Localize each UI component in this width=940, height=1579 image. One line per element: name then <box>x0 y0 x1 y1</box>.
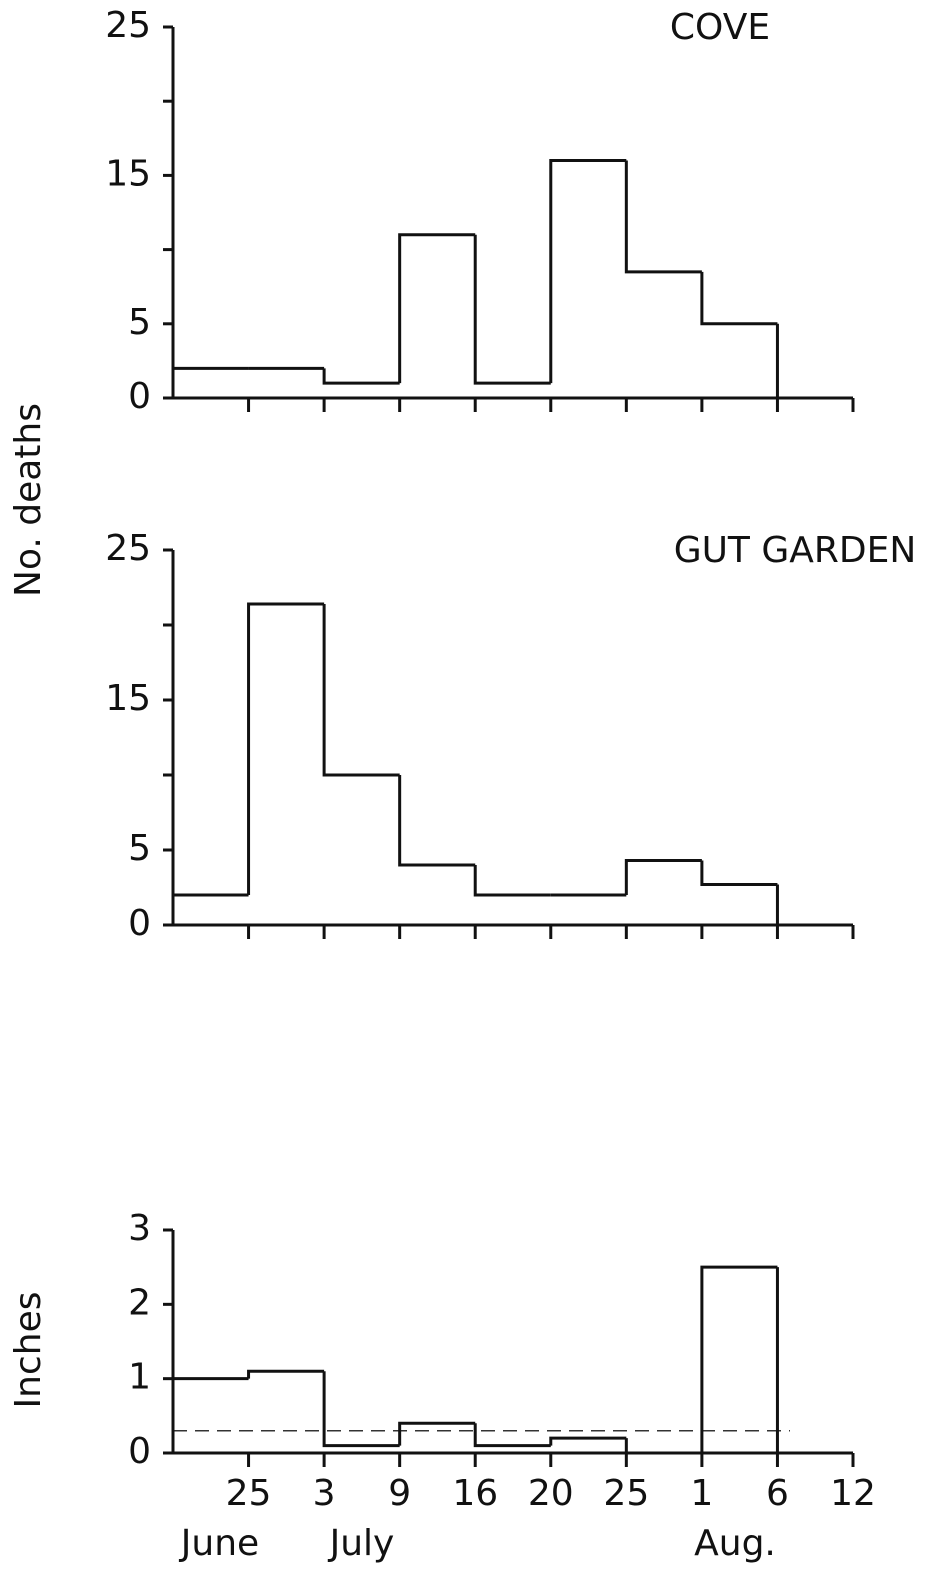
step-bar <box>473 234 551 385</box>
y-tick-label: 25 <box>105 5 151 46</box>
step-bar <box>775 884 853 927</box>
step-bar <box>247 1369 325 1379</box>
step-bar <box>322 1371 400 1448</box>
step-bar <box>171 366 249 398</box>
step-bar <box>700 1265 778 1453</box>
step-bar <box>473 1423 551 1448</box>
step-bar <box>171 1377 249 1453</box>
step-bar <box>322 368 400 385</box>
y-tick-label: 3 <box>128 1208 151 1249</box>
x-tick-label: 9 <box>388 1473 411 1514</box>
axes <box>171 550 853 927</box>
y-tick-label: 1 <box>128 1357 151 1398</box>
step-bar <box>775 1267 853 1455</box>
x-tick-label: 16 <box>452 1473 498 1514</box>
x-tick-label: 1 <box>690 1473 713 1514</box>
step-bar <box>624 1438 702 1455</box>
x-tick-label: 25 <box>226 1473 272 1514</box>
x-tick-label: 6 <box>766 1473 789 1514</box>
step-bar <box>322 604 400 777</box>
panel-title: COVE <box>670 7 770 48</box>
x-tick-label: 20 <box>528 1473 574 1514</box>
step-bar <box>624 859 702 895</box>
y-axis-label: Inches <box>8 1292 49 1409</box>
x-tick-label: 12 <box>830 1473 876 1514</box>
y-tick-label: 0 <box>128 1431 151 1472</box>
y-tick-label: 0 <box>128 376 151 417</box>
y-tick-label: 15 <box>105 678 151 719</box>
step-bar <box>775 323 853 400</box>
y-tick-label: 0 <box>128 903 151 944</box>
step-bar <box>171 893 249 925</box>
y-tick-label: 2 <box>128 1282 151 1323</box>
step-bar <box>473 865 551 897</box>
step-bar <box>700 271 778 326</box>
month-label: Aug. <box>694 1523 776 1564</box>
step-bar <box>549 1436 627 1446</box>
x-tick-label: 25 <box>603 1473 649 1514</box>
step-bar <box>398 1421 476 1446</box>
x-tick-label: 3 <box>313 1473 336 1514</box>
month-label: June <box>179 1523 259 1564</box>
panel-title: GUT GARDEN <box>674 530 917 571</box>
y-tick-label: 25 <box>105 528 151 569</box>
axes <box>171 27 853 400</box>
y-tick-label: 5 <box>128 828 151 869</box>
month-label: July <box>328 1523 395 1564</box>
step-bar <box>247 602 325 895</box>
step-bar <box>398 233 476 384</box>
step-bar <box>549 159 627 384</box>
step-bar <box>398 775 476 867</box>
y-tick-label: 5 <box>128 302 151 343</box>
step-bar <box>700 860 778 886</box>
axes <box>171 1230 853 1455</box>
y-axis-label: No. deaths <box>8 403 49 597</box>
y-tick-label: 15 <box>105 153 151 194</box>
step-bar <box>624 160 702 274</box>
